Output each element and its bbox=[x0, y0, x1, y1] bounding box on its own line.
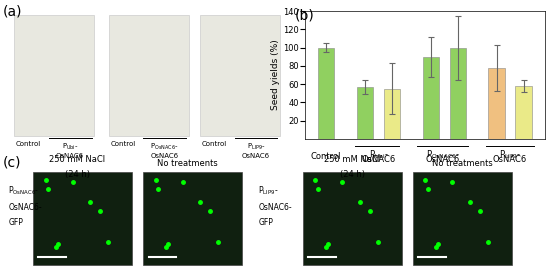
Text: (24 h): (24 h) bbox=[64, 170, 90, 179]
Text: OsNAC6: OsNAC6 bbox=[361, 155, 395, 165]
Text: $\mathregular{P_{OsNAC6}}$-: $\mathregular{P_{OsNAC6}}$- bbox=[8, 184, 39, 197]
Text: (b): (b) bbox=[294, 8, 314, 22]
Text: $\mathregular{P_{Ubi}}$-
OsNAC6: $\mathregular{P_{Ubi}}$- OsNAC6 bbox=[56, 142, 84, 159]
Text: $\mathregular{P_{OsNAC6}}$-: $\mathregular{P_{OsNAC6}}$- bbox=[426, 148, 460, 161]
Y-axis label: Seed yields (%): Seed yields (%) bbox=[272, 40, 280, 110]
Bar bbox=[318, 48, 334, 139]
Text: No treatments: No treatments bbox=[432, 159, 492, 168]
Bar bbox=[515, 86, 532, 139]
Bar bbox=[302, 172, 402, 265]
Text: (a): (a) bbox=[3, 4, 23, 18]
Text: OsNAC6-: OsNAC6- bbox=[258, 203, 292, 212]
Text: No treatments: No treatments bbox=[157, 159, 217, 168]
Text: 250 mM NaCl: 250 mM NaCl bbox=[49, 155, 105, 164]
Text: GFP: GFP bbox=[258, 218, 273, 227]
Bar bbox=[412, 172, 512, 265]
Bar bbox=[109, 15, 189, 136]
Text: Control: Control bbox=[311, 152, 342, 161]
Text: 250 mM NaCl: 250 mM NaCl bbox=[324, 155, 380, 164]
Text: $\mathregular{P_{LIP9}}$-: $\mathregular{P_{LIP9}}$- bbox=[499, 148, 521, 161]
Text: OsNAC6: OsNAC6 bbox=[426, 155, 460, 165]
Text: (c): (c) bbox=[3, 155, 21, 169]
Text: $\mathregular{P_{OsNAC6}}$-
OsNAC6: $\mathregular{P_{OsNAC6}}$- OsNAC6 bbox=[150, 142, 179, 159]
Text: Control: Control bbox=[202, 142, 227, 147]
Text: OsNAC6-: OsNAC6- bbox=[8, 203, 42, 212]
Bar bbox=[357, 87, 373, 139]
Text: OsNAC6: OsNAC6 bbox=[493, 155, 527, 165]
Bar bbox=[422, 57, 439, 139]
Bar bbox=[200, 15, 280, 136]
Bar bbox=[14, 15, 95, 136]
Bar bbox=[384, 89, 400, 139]
Text: $\mathregular{P_{LIP9}}$-
OsNAC6: $\mathregular{P_{LIP9}}$- OsNAC6 bbox=[242, 142, 270, 159]
Bar bbox=[143, 172, 242, 265]
Text: GFP: GFP bbox=[8, 218, 23, 227]
Text: Control: Control bbox=[111, 142, 136, 147]
Text: (24 h): (24 h) bbox=[339, 170, 365, 179]
Bar bbox=[488, 68, 505, 139]
Bar bbox=[449, 48, 466, 139]
Text: $\mathregular{P_{LIP9}}$-: $\mathregular{P_{LIP9}}$- bbox=[258, 184, 279, 197]
Text: Control: Control bbox=[16, 142, 41, 147]
Bar bbox=[33, 172, 132, 265]
Text: $\mathregular{P_{Ubi}}$-: $\mathregular{P_{Ubi}}$- bbox=[368, 148, 388, 161]
